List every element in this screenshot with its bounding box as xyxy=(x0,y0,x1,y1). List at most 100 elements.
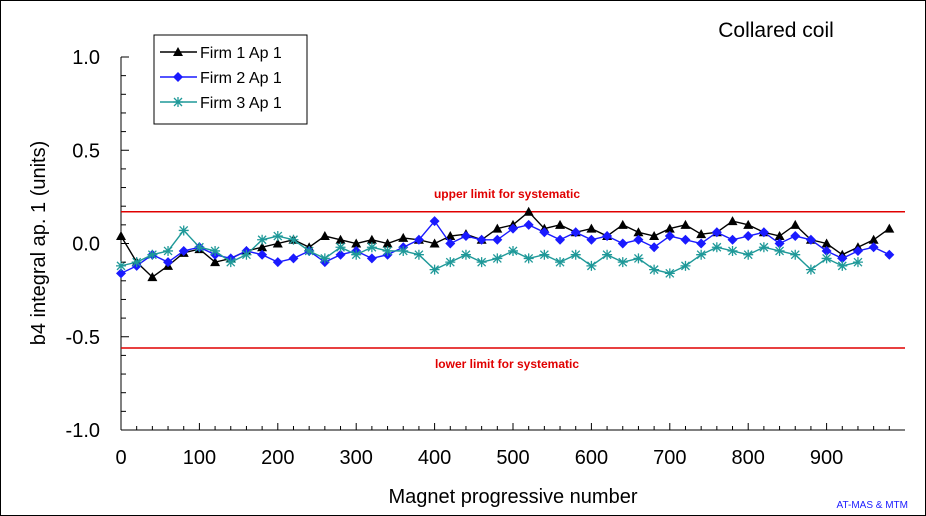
data-point xyxy=(821,245,832,256)
data-point xyxy=(272,238,283,248)
y-tick-label: -0.5 xyxy=(66,327,100,349)
data-point xyxy=(570,249,581,260)
legend-marker xyxy=(173,72,183,82)
data-point xyxy=(680,219,691,229)
data-point xyxy=(257,234,268,245)
data-point xyxy=(649,264,660,275)
data-point xyxy=(147,249,158,260)
data-point xyxy=(602,249,613,260)
data-point xyxy=(821,253,832,264)
series-layer xyxy=(116,206,895,282)
data-point xyxy=(805,264,816,275)
data-point xyxy=(758,227,769,238)
data-point xyxy=(335,249,346,260)
data-point xyxy=(790,219,801,229)
data-point xyxy=(790,231,801,242)
data-point xyxy=(868,242,879,253)
data-point xyxy=(649,242,660,253)
data-point xyxy=(257,242,268,252)
x-tick-label: 700 xyxy=(653,447,686,469)
data-point xyxy=(743,219,754,229)
data-point xyxy=(366,242,377,253)
data-point xyxy=(429,216,440,227)
y-tick-label: 0.0 xyxy=(72,234,100,256)
x-tick-label: 800 xyxy=(732,447,765,469)
data-point xyxy=(743,249,754,260)
limit-lines: upper limit for systematic lower limit fo… xyxy=(121,187,905,371)
data-point xyxy=(116,231,126,241)
data-point xyxy=(664,268,675,279)
upper-limit-label: upper limit for systematic xyxy=(434,187,580,201)
data-point xyxy=(163,257,174,268)
data-point xyxy=(790,249,801,260)
data-point xyxy=(445,257,456,268)
data-point xyxy=(852,245,863,256)
data-point xyxy=(711,227,722,238)
data-point xyxy=(727,245,738,256)
data-point xyxy=(680,260,691,271)
legend-entry-label: Firm 3 Ap 1 xyxy=(200,95,282,112)
data-point xyxy=(727,216,738,226)
data-point xyxy=(555,219,566,229)
data-point xyxy=(805,234,816,245)
y-axis-label: b4 integral ap. 1 (units) xyxy=(28,141,50,346)
data-point xyxy=(586,260,597,271)
data-point xyxy=(837,253,848,264)
data-point xyxy=(821,238,832,248)
data-point xyxy=(555,257,566,268)
data-point xyxy=(664,231,675,242)
x-tick-label: 0 xyxy=(115,447,126,469)
x-tick-label: 200 xyxy=(261,447,294,469)
data-point xyxy=(523,206,534,216)
y-tick-label: 1.0 xyxy=(72,47,100,69)
data-point xyxy=(131,257,142,268)
data-point xyxy=(413,249,424,260)
data-point xyxy=(319,253,330,264)
data-point xyxy=(508,245,518,256)
data-point xyxy=(288,253,299,264)
data-point xyxy=(492,223,503,233)
legend-marker xyxy=(173,47,183,56)
data-point xyxy=(163,245,174,256)
data-point xyxy=(539,227,550,238)
data-point xyxy=(617,238,628,249)
data-point xyxy=(382,238,393,248)
data-point xyxy=(570,227,581,238)
x-tick-label: 600 xyxy=(575,447,608,469)
data-point xyxy=(743,231,754,242)
data-point xyxy=(868,234,879,244)
data-point xyxy=(351,249,362,260)
data-point xyxy=(727,234,738,245)
data-point xyxy=(210,257,221,267)
x-tick-label: 400 xyxy=(418,447,451,469)
legend-marker xyxy=(173,97,183,107)
data-point xyxy=(508,223,518,234)
data-point xyxy=(335,234,346,244)
lower-limit-label: lower limit for systematic xyxy=(435,357,579,371)
legend-entry-label: Firm 1 Ap 1 xyxy=(200,45,282,62)
data-point xyxy=(210,245,221,256)
data-point xyxy=(116,260,126,271)
data-point xyxy=(523,253,534,264)
data-point xyxy=(884,249,895,260)
data-point xyxy=(633,227,644,237)
data-point xyxy=(555,234,566,245)
data-point xyxy=(837,260,848,271)
data-point xyxy=(664,223,675,233)
data-point xyxy=(633,253,644,264)
data-point xyxy=(476,257,487,268)
data-point xyxy=(257,249,268,260)
data-point xyxy=(398,245,409,256)
data-point xyxy=(884,223,895,233)
data-point xyxy=(476,234,487,245)
data-point xyxy=(649,231,660,241)
data-point xyxy=(633,234,644,245)
data-point xyxy=(194,242,205,253)
credit-label: AT-MAS & MTM xyxy=(837,500,908,511)
data-point xyxy=(696,249,707,260)
data-point xyxy=(539,249,550,260)
data-point xyxy=(178,245,189,256)
data-point xyxy=(586,234,597,245)
data-point xyxy=(272,257,283,268)
